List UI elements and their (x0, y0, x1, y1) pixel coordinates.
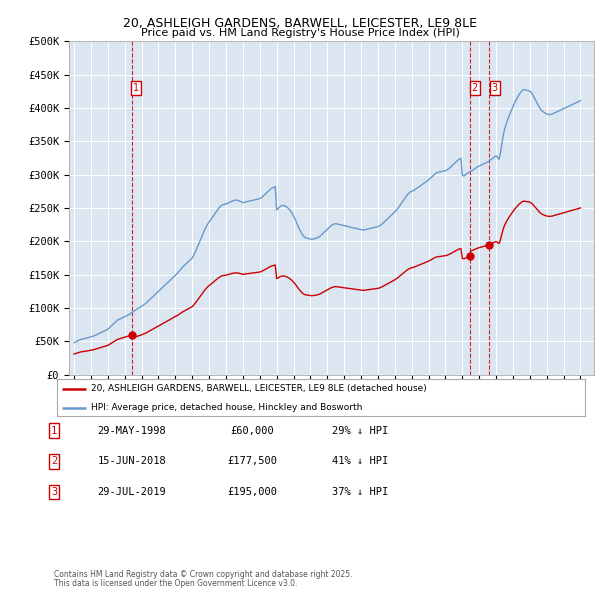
Text: 20, ASHLEIGH GARDENS, BARWELL, LEICESTER, LE9 8LE (detached house): 20, ASHLEIGH GARDENS, BARWELL, LEICESTER… (91, 384, 427, 393)
Text: 29% ↓ HPI: 29% ↓ HPI (332, 426, 388, 435)
Text: 2: 2 (472, 83, 478, 93)
Text: HPI: Average price, detached house, Hinckley and Bosworth: HPI: Average price, detached house, Hinc… (91, 404, 362, 412)
Text: 20, ASHLEIGH GARDENS, BARWELL, LEICESTER, LE9 8LE: 20, ASHLEIGH GARDENS, BARWELL, LEICESTER… (123, 17, 477, 30)
Text: Contains HM Land Registry data © Crown copyright and database right 2025.: Contains HM Land Registry data © Crown c… (54, 571, 353, 579)
Text: 3: 3 (51, 487, 57, 497)
Text: £195,000: £195,000 (227, 487, 277, 497)
Text: 29-MAY-1998: 29-MAY-1998 (98, 426, 166, 435)
Text: Price paid vs. HM Land Registry's House Price Index (HPI): Price paid vs. HM Land Registry's House … (140, 28, 460, 38)
Text: This data is licensed under the Open Government Licence v3.0.: This data is licensed under the Open Gov… (54, 579, 298, 588)
Text: 15-JUN-2018: 15-JUN-2018 (98, 457, 166, 466)
Text: £60,000: £60,000 (230, 426, 274, 435)
Text: 41% ↓ HPI: 41% ↓ HPI (332, 457, 388, 466)
Text: 1: 1 (51, 426, 57, 435)
Text: 2: 2 (51, 457, 57, 466)
Text: £177,500: £177,500 (227, 457, 277, 466)
Text: 29-JUL-2019: 29-JUL-2019 (98, 487, 166, 497)
Text: 37% ↓ HPI: 37% ↓ HPI (332, 487, 388, 497)
Text: 3: 3 (491, 83, 497, 93)
Text: 1: 1 (133, 83, 139, 93)
